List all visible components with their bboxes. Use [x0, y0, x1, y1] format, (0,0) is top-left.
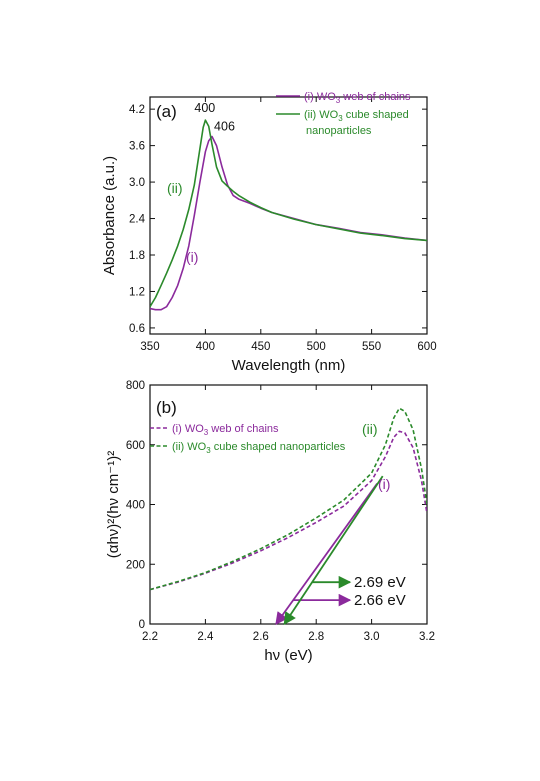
bandgap-label-ii: 2.69 eV	[354, 574, 406, 591]
x-tick-label: 450	[251, 341, 270, 353]
x-tick-label: 400	[196, 341, 215, 353]
y-tick-label: 1.8	[129, 250, 145, 262]
y-tick-label: 400	[126, 500, 145, 512]
panel-label: (b)	[156, 398, 177, 417]
x-tick-label: 2.2	[142, 631, 158, 643]
x-tick-label: 550	[362, 341, 381, 353]
x-tick-label: 500	[307, 341, 326, 353]
legend-entry-line2: nanoparticles	[306, 125, 372, 137]
panel-label: (a)	[156, 102, 177, 121]
x-tick-label: 2.8	[308, 631, 324, 643]
y-tick-label: 200	[126, 559, 145, 571]
x-tick-label: 3.2	[419, 631, 435, 643]
legend-entry: (i) WO3 web of chains	[172, 423, 279, 437]
y-tick-label: 2.4	[129, 214, 146, 226]
series-line-i	[150, 135, 427, 311]
bandgap-label-i: 2.66 eV	[354, 592, 406, 609]
peak-label-ii: 400	[194, 101, 215, 115]
legend-entry: (ii) WO3 cube shaped nanoparticles	[172, 441, 346, 455]
legend-entry: (i) WO3 web of chains	[304, 91, 411, 105]
y-tick-label: 0.6	[129, 323, 145, 335]
x-tick-label: 3.0	[364, 631, 380, 643]
y-axis-title: (αhν)²(hν cm⁻¹)²	[105, 451, 122, 558]
y-tick-label: 0	[139, 619, 145, 631]
y-tick-label: 4.2	[129, 104, 145, 116]
x-axis-title: hν (eV)	[264, 647, 312, 664]
tauc-fit-line-ii	[283, 475, 384, 626]
y-tick-label: 3.0	[129, 177, 145, 189]
y-axis-title: Absorbance (a.u.)	[101, 156, 118, 275]
x-tick-label: 600	[417, 341, 436, 353]
y-tick-label: 1.2	[129, 286, 145, 298]
y-tick-label: 3.6	[129, 141, 145, 153]
x-axis-title: Wavelength (nm)	[232, 357, 346, 374]
y-tick-label: 600	[126, 440, 145, 452]
series-line-i	[150, 430, 427, 591]
series-tag-i: (i)	[186, 249, 198, 265]
y-tick-label: 800	[126, 380, 145, 392]
series-tag-ii: (ii)	[167, 180, 183, 196]
series-line-ii	[150, 407, 427, 591]
panel-a: 350 400 450 500 550 600 0.6 1.2 1.8 2.4 3.0 3.6 4.2 W…	[101, 91, 437, 374]
tauc-fit-line-i	[275, 483, 378, 626]
series-line-ii	[150, 119, 427, 308]
plot-frame	[149, 96, 428, 335]
x-tick-label: 2.4	[197, 631, 214, 643]
legend-entry: (ii) WO3 cube shaped	[304, 109, 409, 123]
panel-b: 2.2 2.4 2.6 2.8 3.0 3.2 0 200 400 600 800 hν (eV) (α…	[105, 380, 435, 664]
x-tick-label: 350	[140, 341, 159, 353]
x-tick-label: 2.6	[253, 631, 269, 643]
peak-label-i: 406	[214, 120, 235, 134]
series-tag-ii: (ii)	[362, 421, 378, 437]
series-tag-i: (i)	[378, 476, 390, 492]
